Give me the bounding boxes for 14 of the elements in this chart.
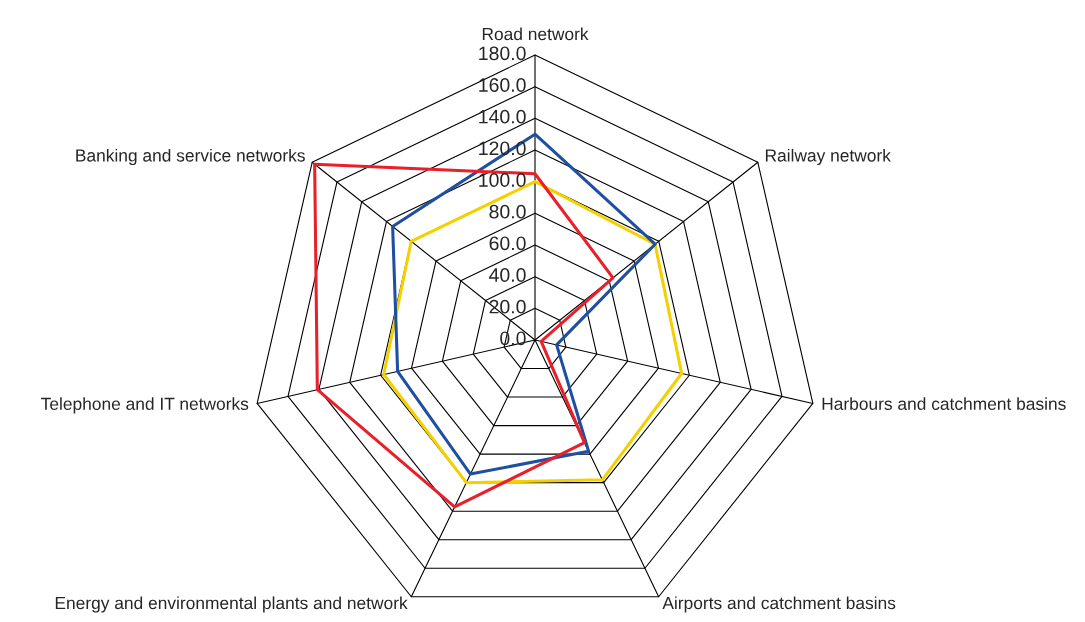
spoke-label: Telephone and IT networks: [41, 397, 249, 414]
spoke-label: Harbours and catchment basins: [822, 397, 1066, 410]
y-tick-label: 80.0: [489, 204, 526, 219]
y-tick-label: 60.0: [489, 236, 526, 251]
spoke-label: Airports and catchment basins: [662, 596, 896, 613]
spoke-label: Railway network: [765, 148, 891, 166]
spoke-label: Energy and environmental plants and network: [55, 596, 408, 613]
y-tick-label: 180.0: [479, 46, 526, 61]
y-tick-label: 160.0: [479, 78, 526, 92]
y-tick-label: 40.0: [489, 268, 526, 282]
spoke-label: Banking and service networks: [76, 148, 305, 166]
y-tick-label: 100.0: [479, 173, 526, 187]
spoke-label: Road network: [482, 27, 589, 41]
y-tick-label: 140.0: [479, 109, 526, 124]
